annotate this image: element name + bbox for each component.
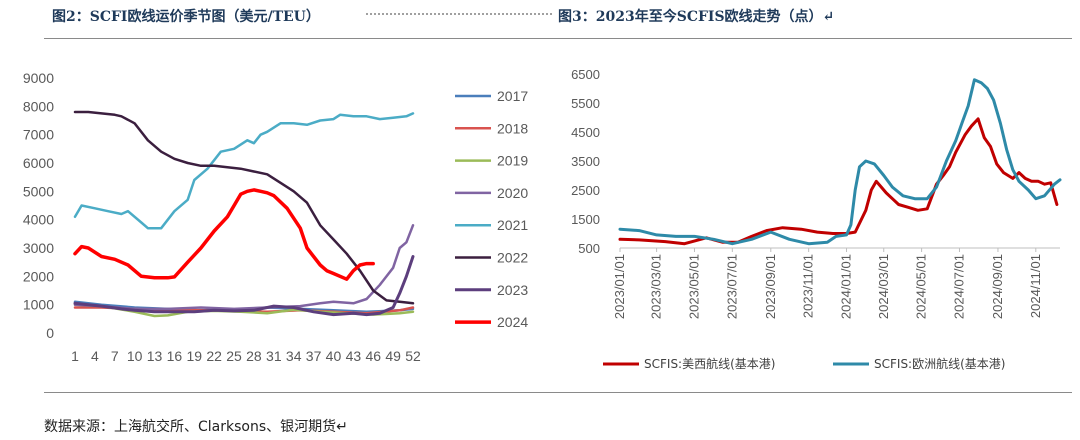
x-tick-label: 1 (71, 348, 79, 364)
x-tick-label: 2023/09/01 (763, 254, 778, 319)
y-tick-label: 1000 (23, 297, 54, 313)
y-tick-label: 0 (46, 325, 54, 341)
series-line-2022 (73, 110, 415, 305)
x-tick-label: 10 (127, 348, 143, 364)
left-figure-caption: 图2：SCFI欧线运价季节图（美元/TEU） (52, 9, 320, 25)
y-tick-label: 2000 (23, 268, 54, 284)
y-tick-label: 5000 (23, 183, 54, 199)
x-tick-label: 37 (306, 348, 322, 364)
x-tick-label: 40 (326, 348, 342, 364)
legend-label-2024: 2024 (497, 314, 528, 330)
x-tick-label: 2023/07/01 (724, 254, 739, 319)
x-tick-label: 7 (111, 348, 119, 364)
x-tick-label: 2024/03/01 (876, 254, 891, 319)
series-line-SCFIS:欧洲航线(基本港) (618, 78, 1062, 246)
legend-label-2018: 2018 (497, 120, 528, 136)
x-tick-label: 2024/05/01 (914, 254, 929, 319)
series-line-SCFIS:美西航线(基本港) (618, 117, 1059, 246)
x-tick-label: 2023/03/01 (649, 254, 664, 319)
x-tick-label: 16 (167, 348, 183, 364)
series-line-2021 (73, 112, 415, 230)
x-tick-label: 4 (91, 348, 99, 364)
x-tick-label: 2024/01/01 (839, 254, 854, 319)
y-tick-label: 7000 (23, 127, 54, 143)
y-tick-label: 1500 (571, 212, 600, 227)
right-figure-caption: 图3：2023年至今SCFIS欧线走势（点）↵ (558, 9, 835, 25)
y-tick-label: 6500 (571, 67, 600, 82)
y-tick-label: 4000 (23, 212, 54, 228)
y-tick-label: 4500 (571, 125, 600, 140)
x-tick-label: 2023/01/01 (612, 254, 627, 319)
legend-label-SCFIS:欧洲航线(基本港): SCFIS:欧洲航线(基本港) (874, 356, 1005, 371)
y-tick-label: 8000 (23, 98, 54, 114)
x-tick-label: 2024/11/01 (1028, 254, 1043, 318)
x-tick-label: 2023/11/01 (801, 254, 816, 318)
caption-dotted-leader (366, 13, 552, 15)
legend-label-2017: 2017 (497, 88, 528, 104)
legend-label-2021: 2021 (497, 217, 528, 233)
x-tick-label: 2024/07/01 (951, 254, 966, 319)
series-line-2024 (73, 188, 375, 281)
bottom-rule (44, 392, 1072, 393)
source-note: 数据来源：上海航交所、Clarksons、银河期货↵ (44, 419, 348, 435)
y-tick-label: 3500 (571, 154, 600, 169)
legend-label-2022: 2022 (497, 250, 528, 266)
y-tick-label: 500 (578, 241, 600, 256)
x-tick-label: 52 (405, 348, 421, 364)
x-tick-label: 22 (206, 348, 222, 364)
legend-label-2019: 2019 (497, 153, 528, 169)
y-tick-label: 9000 (23, 70, 54, 86)
x-tick-label: 2023/05/01 (686, 254, 701, 319)
x-tick-label: 43 (346, 348, 362, 364)
y-tick-label: 3000 (23, 240, 54, 256)
legend-label-2020: 2020 (497, 185, 528, 201)
y-tick-label: 5500 (571, 96, 600, 111)
series-line-2020 (73, 224, 415, 311)
x-tick-label: 34 (286, 348, 302, 364)
x-tick-label: 31 (266, 348, 282, 364)
x-tick-label: 28 (246, 348, 262, 364)
top-rule (44, 38, 1072, 39)
y-tick-label: 6000 (23, 155, 54, 171)
x-tick-label: 46 (365, 348, 381, 364)
x-tick-label: 13 (147, 348, 163, 364)
legend-label-2023: 2023 (497, 282, 528, 298)
x-tick-label: 49 (385, 348, 401, 364)
x-tick-label: 25 (226, 348, 242, 364)
legend-label-SCFIS:美西航线(基本港): SCFIS:美西航线(基本港) (644, 356, 775, 371)
x-tick-label: 19 (187, 348, 203, 364)
series-line-2023 (73, 255, 415, 317)
x-tick-label: 2024/09/01 (990, 254, 1005, 319)
y-tick-label: 2500 (571, 183, 600, 198)
